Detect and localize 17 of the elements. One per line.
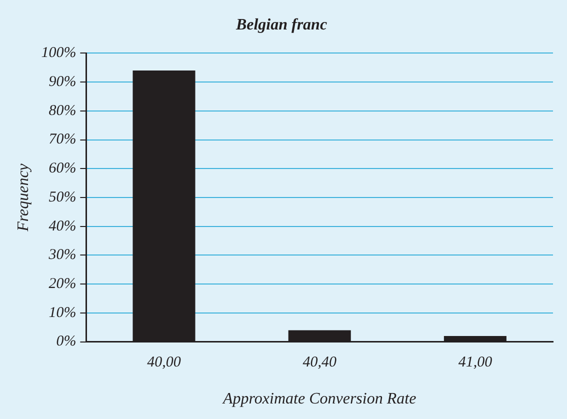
y-tick-label: 70% — [48, 132, 76, 148]
y-tick-label: 60% — [48, 160, 76, 177]
y-tick-label: 30% — [48, 247, 76, 264]
x-axis-title: Approximate Conversion Rate — [222, 390, 416, 408]
x-tick-label: 41,00 — [458, 354, 493, 371]
y-tick-label: 50% — [48, 189, 76, 206]
y-tick-label: 0% — [56, 334, 76, 350]
x-tick-label: 40,40 — [302, 354, 337, 371]
y-tick-label: 90% — [48, 74, 76, 90]
y-tick-label: 40% — [48, 218, 76, 234]
y-tick-label: 80% — [48, 102, 76, 119]
y-tick-label: 10% — [48, 304, 76, 321]
y-tick-label: 100% — [41, 45, 76, 62]
y-tick-label: 20% — [48, 276, 76, 292]
chart-title: Belgian franc — [234, 16, 328, 34]
y-axis-title: Frequency — [14, 162, 32, 232]
x-tick-label: 40,00 — [147, 354, 182, 371]
